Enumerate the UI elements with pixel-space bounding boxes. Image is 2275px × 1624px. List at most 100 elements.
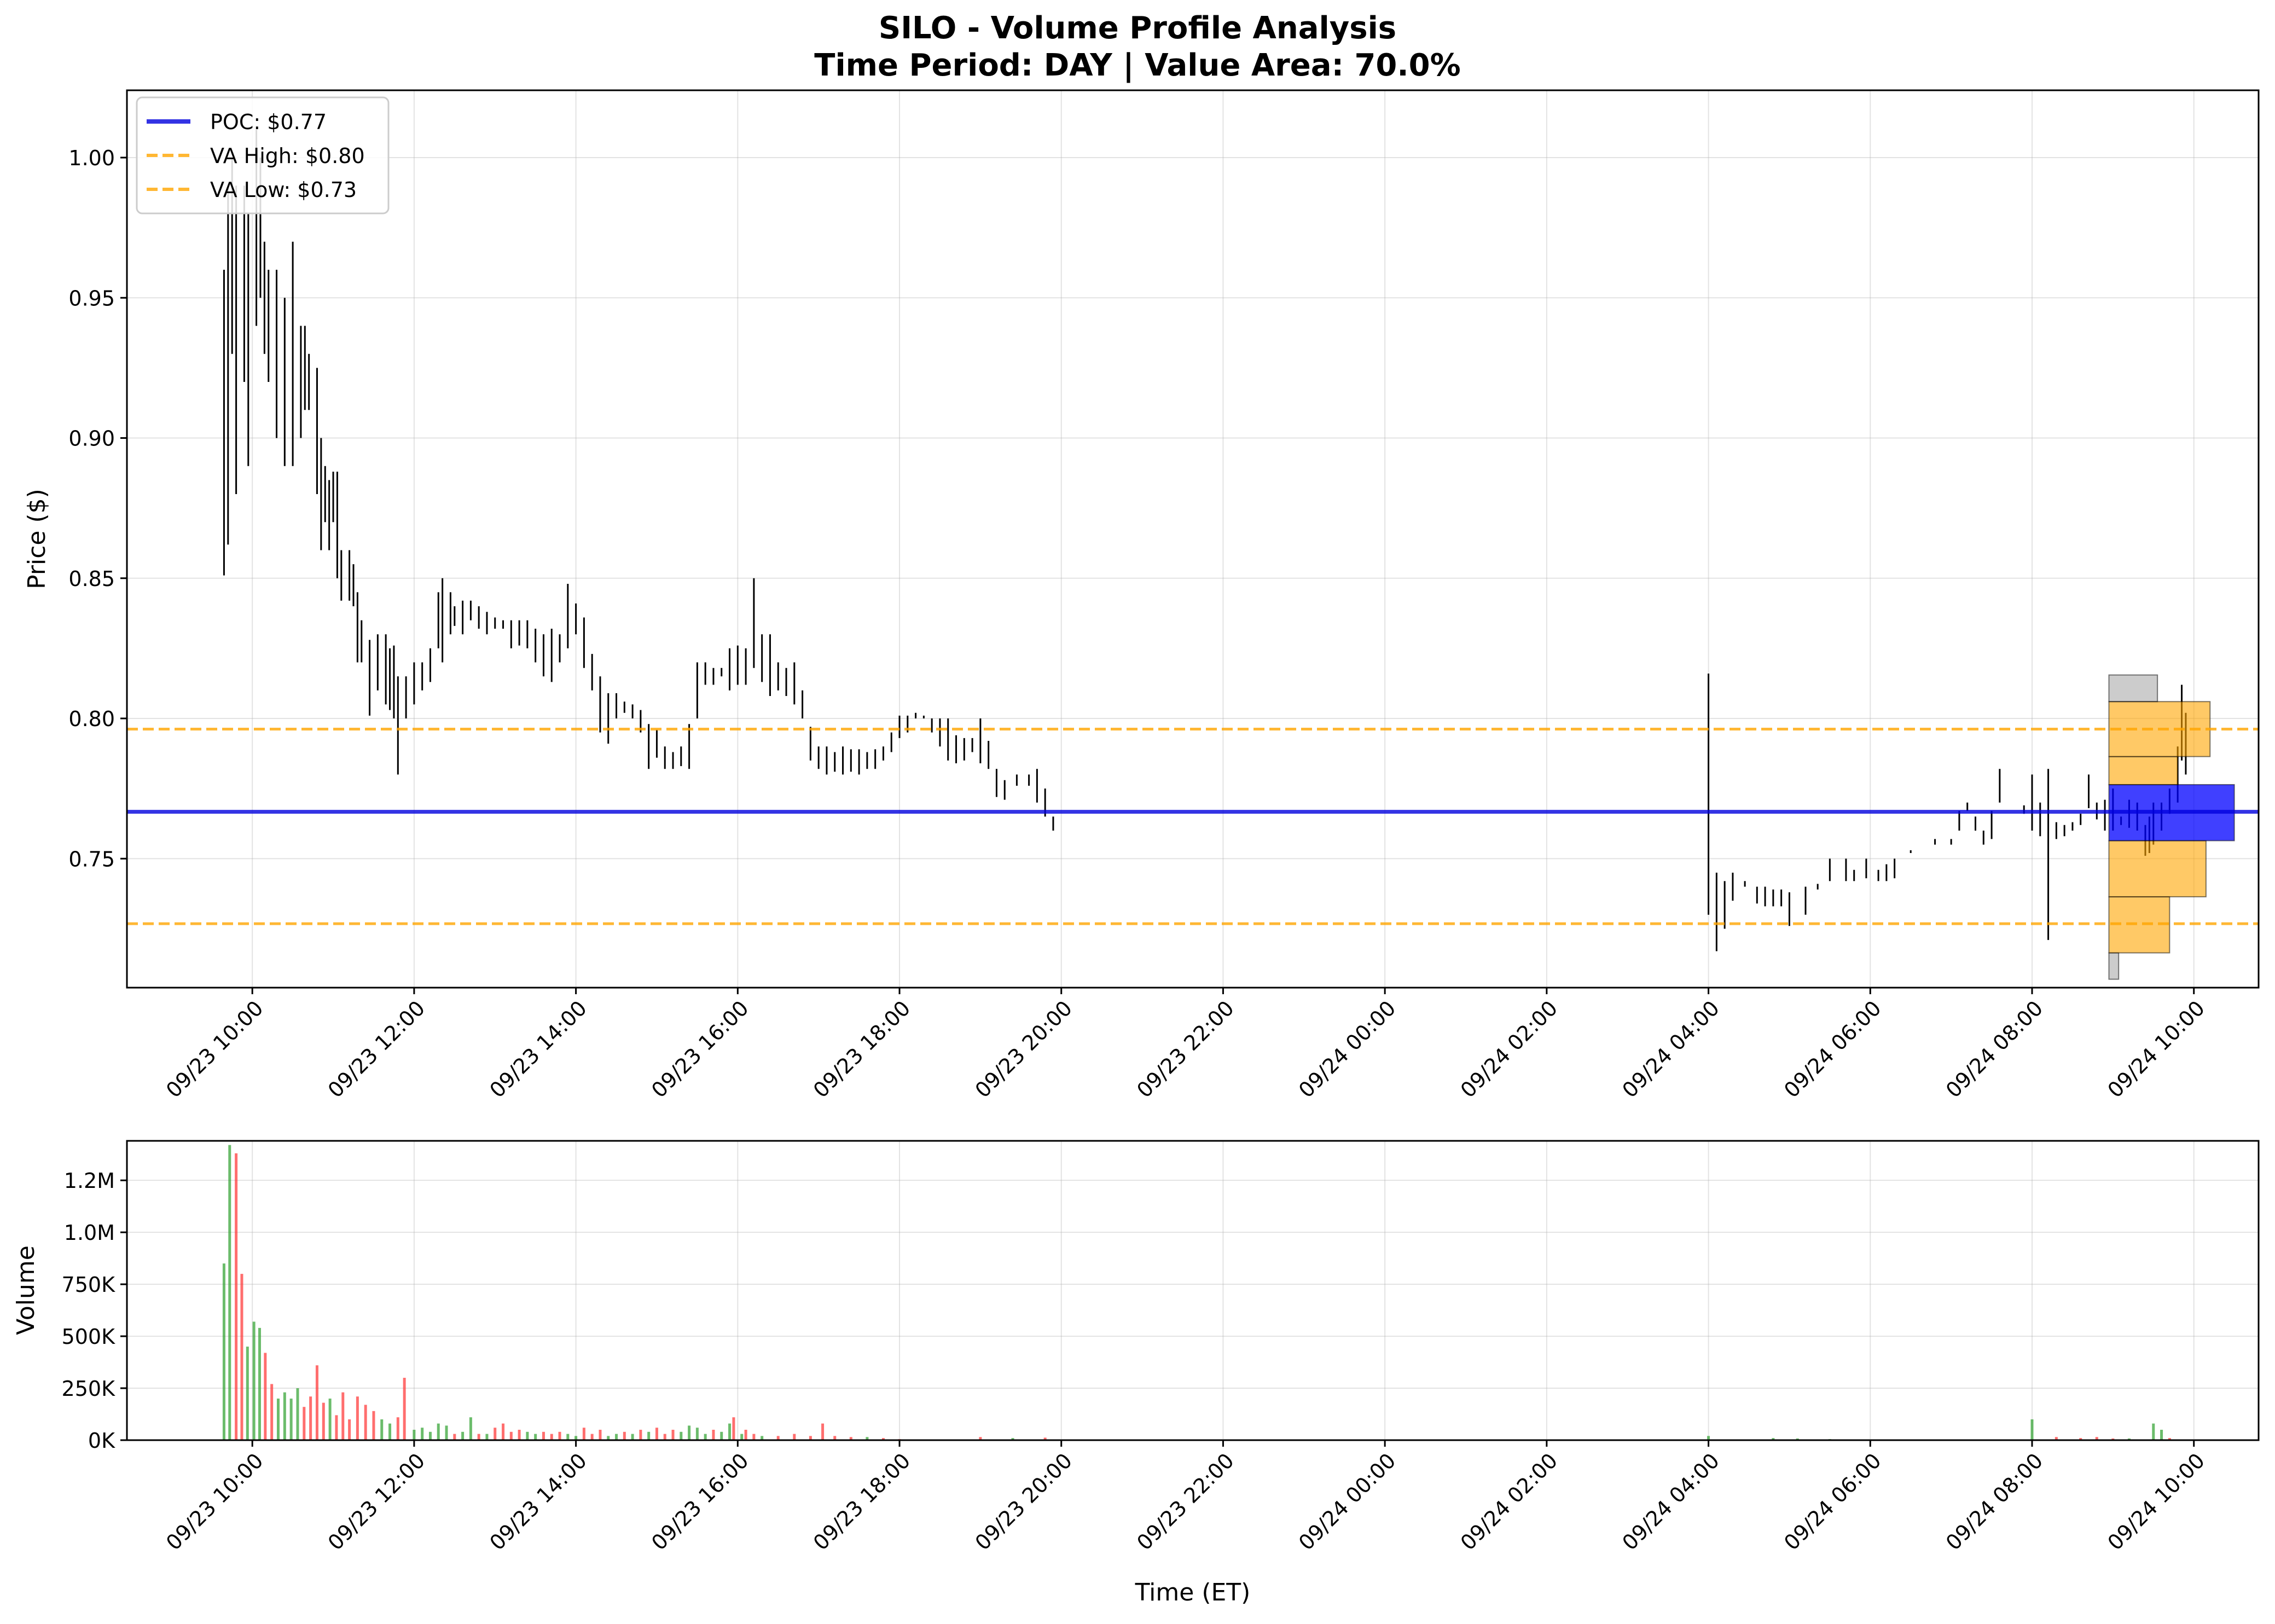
volume-bar-up [704, 1434, 707, 1440]
volume-bar-up [428, 1431, 432, 1440]
volume-gridlines [127, 1141, 2259, 1441]
volume-bar-down [776, 1436, 780, 1440]
price-y-tick-label: 0.80 [68, 707, 115, 731]
volume-bar-down [752, 1434, 756, 1440]
price-y-tick-label: 0.75 [68, 847, 115, 871]
volume-bar-down [732, 1417, 735, 1440]
volume-bar-down [270, 1384, 274, 1440]
volume-bar-down [979, 1437, 982, 1440]
volume-bar-down [396, 1417, 399, 1440]
volume-bar-up [607, 1436, 610, 1440]
volume-bar-down [240, 1274, 243, 1440]
volume-bar-up [413, 1430, 416, 1440]
volume-bar-up [631, 1434, 634, 1440]
volume-y-tick-label: 1.0M [64, 1221, 115, 1245]
volume-bar-down [809, 1436, 812, 1440]
volume-bar-up [1796, 1438, 1799, 1440]
legend-va-high-label: VA High: $0.80 [210, 144, 365, 168]
volume-bar-down [558, 1431, 561, 1440]
volume-bar-up [276, 1399, 280, 1440]
volume-bar-up [534, 1434, 537, 1440]
volume-bar-down [590, 1434, 594, 1440]
volume-bar-up [388, 1423, 392, 1440]
volume-bar-up [720, 1431, 723, 1440]
volume-bar-up [252, 1321, 256, 1440]
volume-bar-up [526, 1431, 529, 1440]
volume-axes-frame [126, 1140, 2260, 1441]
volume-bar-down [403, 1378, 406, 1440]
price-y-tick-label: 0.95 [68, 286, 115, 310]
volume-bar-up [740, 1434, 744, 1440]
volume-bar-down [599, 1430, 602, 1440]
volume-profile-bin-orange [2108, 756, 2179, 785]
volume-plot-area [222, 1145, 2171, 1440]
volume-bar-down [335, 1415, 338, 1440]
volume-bar-down [309, 1396, 312, 1440]
volume-bar-down [303, 1407, 306, 1440]
volume-bar-down [2095, 1437, 2098, 1440]
volume-bar-down [372, 1411, 375, 1440]
volume-bar-up [289, 1399, 293, 1440]
volume-bar-up [688, 1425, 691, 1440]
volume-bar-up [2152, 1423, 2155, 1440]
volume-bar-down [341, 1392, 345, 1440]
volume-bar-down [518, 1430, 521, 1440]
volume-bar-up [2127, 1438, 2131, 1440]
legend-box [136, 96, 390, 214]
volume-bar-down [502, 1423, 505, 1440]
volume-x-axis-label: Time (ET) [1135, 1579, 1251, 1606]
volume-y-tick-label: 1.2M [64, 1169, 115, 1193]
volume-bar-up [437, 1423, 440, 1440]
volume-bar-down [264, 1353, 267, 1440]
volume-y-axis-label: Volume [12, 1245, 40, 1335]
volume-bar-up [380, 1419, 384, 1440]
volume-bar-up [2160, 1430, 2163, 1440]
volume-bar-up [695, 1428, 699, 1440]
volume-bar-down [542, 1431, 545, 1440]
volume-bar-up [2030, 1419, 2034, 1440]
price-y-tick-label: 0.90 [68, 427, 115, 451]
volume-bar-up [615, 1434, 618, 1440]
volume-profile-bin-orange [2108, 840, 2207, 897]
volume-y-tick-label: 500K [62, 1325, 116, 1349]
volume-bar-down [235, 1153, 238, 1440]
volume-bar-up [485, 1434, 489, 1440]
chart-title: SILO - Volume Profile Analysis [879, 10, 1396, 46]
volume-bar-down [639, 1430, 642, 1440]
volume-bar-down [881, 1438, 885, 1440]
volume-y-tick-label: 0K [88, 1429, 115, 1453]
volume-y-tick-label: 250K [62, 1377, 116, 1401]
volume-bar-up [566, 1434, 570, 1440]
volume-bar-up [647, 1431, 651, 1440]
volume-bar-up [296, 1388, 299, 1440]
volume-bar-down [315, 1365, 318, 1440]
volume-bar-up [680, 1431, 683, 1440]
volume-bar-down [849, 1437, 852, 1440]
volume-bar-down [2079, 1438, 2082, 1440]
volume-bar-up [728, 1423, 732, 1440]
volume-bar-up [1772, 1438, 1775, 1440]
volume-bar-down [322, 1402, 325, 1440]
volume-bar-down [509, 1431, 513, 1440]
volume-bar-down [453, 1434, 456, 1440]
volume-bar-up [246, 1347, 249, 1440]
price-y-axis: 0.75 0.80 0.85 0.90 0.95 1.00 [68, 146, 127, 871]
volume-bar-up [258, 1327, 261, 1440]
price-y-tick-label: 1.00 [68, 146, 115, 170]
volume-bar-down [793, 1434, 796, 1440]
volume-bar-down [744, 1430, 747, 1440]
chart-legend: POC: $0.77 VA High: $0.80 VA Low: $0.73 [136, 96, 390, 214]
volume-bar-down [582, 1428, 585, 1440]
volume-bar-up [469, 1417, 472, 1440]
volume-bar-down [364, 1405, 367, 1440]
volume-bar-up [761, 1436, 764, 1440]
volume-bar-down [2168, 1438, 2171, 1440]
volume-profile-bin-gray [2108, 674, 2158, 703]
volume-bar-down [655, 1428, 658, 1440]
volume-profile-bin-gray [2108, 952, 2120, 980]
volume-bar-down [663, 1434, 666, 1440]
volume-bar-up [574, 1436, 578, 1440]
volume-y-axis: 0K 250K 500K 750K 1.0M 1.2M [62, 1169, 127, 1453]
